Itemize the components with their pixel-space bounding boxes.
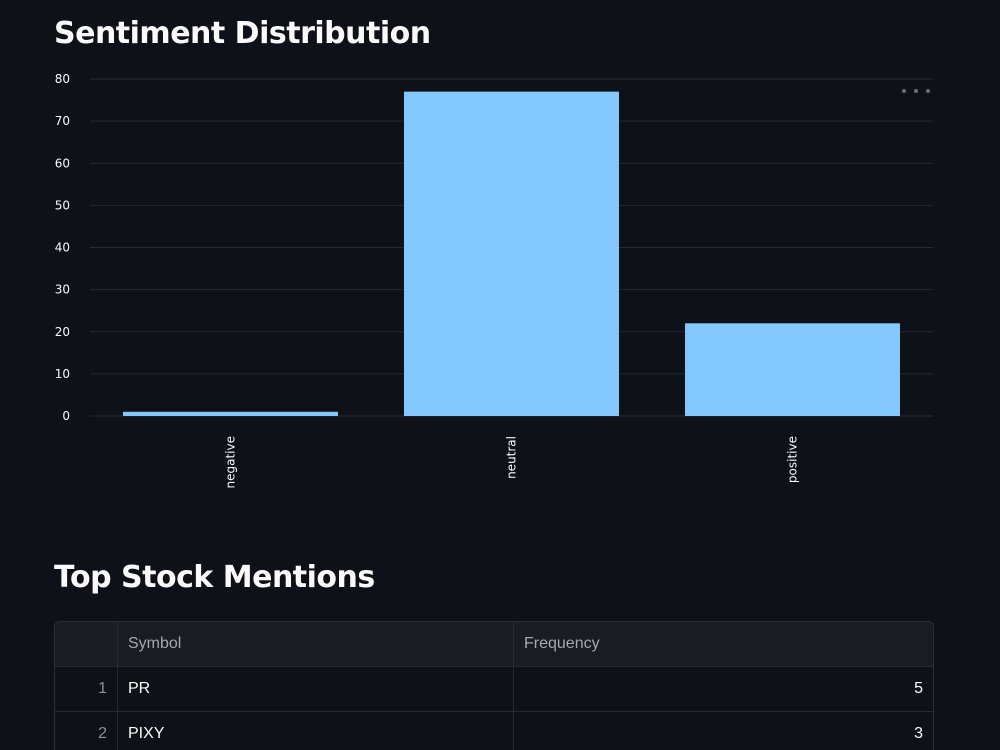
more-horizontal-icon[interactable] xyxy=(902,84,930,98)
y-tick-label: 50 xyxy=(55,198,70,212)
y-tick-label: 70 xyxy=(55,114,70,128)
bar xyxy=(404,91,619,416)
menu-dot xyxy=(902,89,906,93)
frequency-column-header[interactable]: Frequency xyxy=(524,635,600,652)
symbol-cell[interactable]: PIXY xyxy=(118,712,514,750)
frequency-cell[interactable]: 3 xyxy=(914,725,923,742)
row-index: 2 xyxy=(55,712,118,750)
table-row[interactable]: 2 PIXY 3 xyxy=(55,712,933,750)
bar xyxy=(685,323,900,416)
index-column-header[interactable] xyxy=(55,622,118,666)
sentiment-distribution-heading: Sentiment Distribution xyxy=(54,16,431,51)
y-tick-label: 80 xyxy=(55,72,70,86)
y-tick-label: 40 xyxy=(55,241,70,255)
menu-dot xyxy=(926,89,930,93)
y-tick-label: 0 xyxy=(62,409,70,423)
bar xyxy=(123,411,338,416)
sentiment-chart: 0 10 20 30 40 50 60 70 80 negative neutral positive xyxy=(0,60,1000,510)
x-tick-label: neutral xyxy=(505,436,519,479)
sentiment-chart-svg: 0 10 20 30 40 50 60 70 80 negative neutral positive xyxy=(55,72,933,488)
symbol-column-header[interactable]: Symbol xyxy=(118,622,514,666)
stock-mentions-table[interactable]: Symbol Frequency 1 PR 5 2 PIXY 3 xyxy=(54,621,934,750)
symbol-cell[interactable]: PR xyxy=(118,667,514,711)
y-tick-label: 30 xyxy=(55,283,70,297)
table-header-row: Symbol Frequency xyxy=(55,622,933,667)
row-index: 1 xyxy=(55,667,118,711)
y-tick-label: 10 xyxy=(55,367,70,381)
x-tick-label: negative xyxy=(224,436,238,488)
top-stock-mentions-heading: Top Stock Mentions xyxy=(54,560,375,595)
x-tick-label: positive xyxy=(786,436,800,483)
frequency-cell[interactable]: 5 xyxy=(914,680,923,697)
menu-dot xyxy=(914,89,918,93)
y-tick-label: 60 xyxy=(55,156,70,170)
y-tick-label: 20 xyxy=(55,325,70,339)
table-row[interactable]: 1 PR 5 xyxy=(55,667,933,712)
